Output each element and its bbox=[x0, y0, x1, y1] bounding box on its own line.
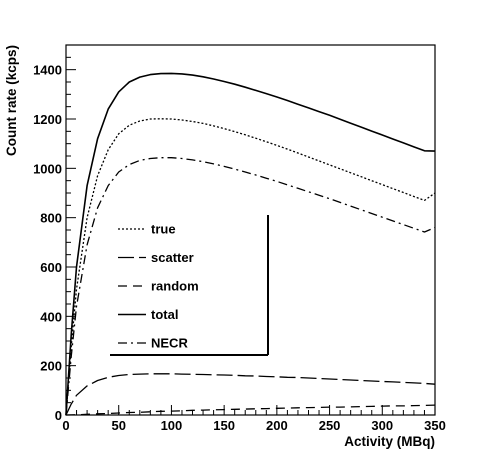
y-tick-label: 200 bbox=[40, 359, 62, 374]
y-axis: 0 200 400 600 800 1000 1200 1400 bbox=[33, 44, 76, 423]
series-line-total bbox=[65, 72, 436, 416]
x-axis: 0 50 100 150 200 250 300 350 bbox=[62, 405, 446, 433]
y-tick-label: 1200 bbox=[33, 112, 62, 127]
x-tick-label: 150 bbox=[213, 418, 235, 433]
series-line-true bbox=[65, 118, 436, 416]
series-line-random bbox=[65, 404, 436, 416]
legend-label-random: random bbox=[151, 279, 199, 294]
x-tick-label: 200 bbox=[266, 418, 288, 433]
series-line-necr bbox=[65, 157, 436, 416]
legend-label-total: total bbox=[151, 307, 178, 322]
series-line-scatter bbox=[65, 373, 436, 416]
x-tick-label: 300 bbox=[371, 418, 393, 433]
plot-border bbox=[65, 44, 436, 416]
x-tick-label: 50 bbox=[111, 418, 125, 433]
y-tick-label: 1000 bbox=[33, 161, 62, 176]
y-tick-label: 800 bbox=[40, 211, 62, 226]
series-layer bbox=[65, 72, 436, 416]
y-tick-label: 600 bbox=[40, 260, 62, 275]
y-axis-title: Count rate (kcps) bbox=[4, 45, 19, 156]
y-tick-label: 400 bbox=[40, 309, 62, 324]
x-tick-label: 250 bbox=[319, 418, 341, 433]
x-tick-label: 0 bbox=[62, 418, 69, 433]
y-tick-label: 0 bbox=[55, 408, 62, 423]
x-axis-title: Activity (MBq) bbox=[344, 434, 435, 449]
legend: true scatter random total NECR bbox=[110, 215, 269, 356]
legend-label-true: true bbox=[151, 222, 176, 237]
legend-label-scatter: scatter bbox=[151, 250, 194, 265]
y-tick-label: 1400 bbox=[33, 63, 62, 78]
legend-label-necr: NECR bbox=[151, 336, 188, 351]
x-tick-label: 350 bbox=[424, 418, 446, 433]
x-tick-label: 100 bbox=[161, 418, 183, 433]
plot-frame bbox=[65, 44, 436, 416]
